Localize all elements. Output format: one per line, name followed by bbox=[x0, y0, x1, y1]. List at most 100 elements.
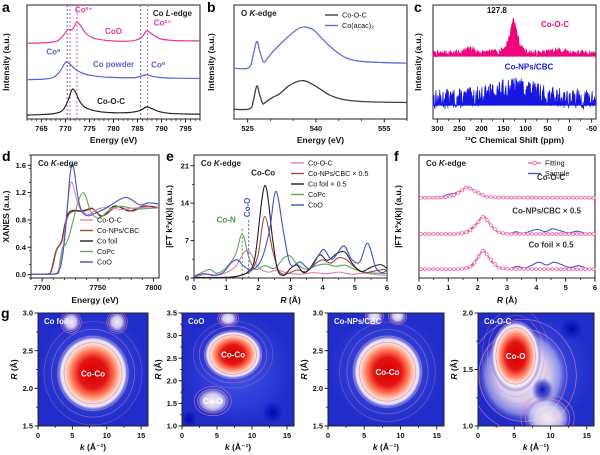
svg-text:Fitting: Fitting bbox=[545, 159, 565, 168]
svg-text:21: 21 bbox=[181, 161, 189, 170]
series-Co-O-C bbox=[432, 17, 597, 58]
svg-text:150: 150 bbox=[497, 124, 510, 133]
svg-text:CoO: CoO bbox=[308, 201, 323, 210]
panel-c-13c-nmr: 300 250 200 150 100 50 0 -50 ¹³C Chemical Shift … bbox=[412, 0, 600, 148]
svg-text:555: 555 bbox=[378, 124, 391, 133]
svg-text:|FT k³x(k)| (a.u.): |FT k³x(k)| (a.u.) bbox=[164, 185, 174, 248]
svg-text:Energy (eV): Energy (eV) bbox=[297, 135, 344, 145]
svg-text:770: 770 bbox=[59, 124, 72, 133]
panel-d-co-k-edge-xanes: 7700 7750 7800 0.0 0.4 0.8 1.2 1.6 Energy (eV) XA… bbox=[0, 148, 163, 308]
svg-text:1.0: 1.0 bbox=[167, 422, 177, 431]
svg-text:2.0: 2.0 bbox=[463, 309, 473, 318]
panel-g1-wavelet-co-foil: Co-Co Co foil 0 5 10 15 1.5 2.0 2.5 3.0 k (Å⁻¹) R (… bbox=[8, 308, 152, 455]
panel-letter-a: a bbox=[2, 0, 10, 15]
svg-text:5: 5 bbox=[70, 431, 74, 440]
svg-text:1.6: 1.6 bbox=[16, 161, 26, 170]
svg-text:Co-O-C: Co-O-C bbox=[97, 216, 122, 225]
svg-text:785: 785 bbox=[131, 124, 144, 133]
svg-text:3.5: 3.5 bbox=[167, 309, 177, 318]
svg-text:0.4: 0.4 bbox=[16, 243, 27, 252]
svg-text:k (Å⁻¹): k (Å⁻¹) bbox=[225, 442, 251, 452]
svg-text:Co foil × 0.5: Co foil × 0.5 bbox=[528, 241, 574, 250]
axis: 300 250 200 150 100 50 0 -50 ¹³C Chemical Shift … bbox=[413, 4, 597, 145]
panel-g3-wavelet-co-nps: Co-Co Co-NPs/CBC 0 5 10 15 1.5 2.0 2.5 3.0 k (Å⁻¹)… bbox=[298, 308, 448, 455]
svg-text:Co-Co: Co-Co bbox=[251, 168, 275, 177]
svg-text:k (Å⁻¹): k (Å⁻¹) bbox=[373, 442, 399, 452]
svg-text:1.2: 1.2 bbox=[16, 188, 26, 197]
svg-text:795: 795 bbox=[179, 124, 192, 133]
svg-text:0: 0 bbox=[180, 431, 184, 440]
svg-text:2.5: 2.5 bbox=[23, 346, 33, 355]
svg-text:0: 0 bbox=[567, 124, 571, 133]
svg-text:Co-NPs/CBC: Co-NPs/CBC bbox=[505, 62, 554, 71]
series-group bbox=[418, 185, 596, 272]
svg-text:2.5: 2.5 bbox=[167, 354, 177, 363]
svg-text:14: 14 bbox=[181, 199, 190, 208]
panel-a-co-l-edge-xas: 765 770 775 780 785 790 795 Energy (eV) Intensit… bbox=[0, 0, 205, 148]
chart-g2-wavelet: Co-Co Co-O CoO 0 5 10 15 1.0 1.5 2.0 2.5 3.0 3.5 k (Å… bbox=[153, 309, 295, 452]
svg-text:Co-O-C: Co-O-C bbox=[537, 173, 565, 182]
svg-text:Co-O: Co-O bbox=[506, 352, 526, 361]
svg-text:Intensity (a.u.): Intensity (a.u.) bbox=[413, 33, 423, 91]
svg-text:Co⁰: Co⁰ bbox=[151, 61, 166, 70]
svg-text:7800: 7800 bbox=[145, 283, 162, 292]
svg-text:3: 3 bbox=[288, 283, 292, 292]
svg-text:Co-NPs/CBC × 0.5: Co-NPs/CBC × 0.5 bbox=[512, 207, 581, 216]
svg-text:3.0: 3.0 bbox=[313, 309, 323, 318]
svg-text:Co foil: Co foil bbox=[44, 317, 68, 326]
panel-letter-d: d bbox=[2, 148, 11, 164]
svg-text:0: 0 bbox=[326, 431, 330, 440]
svg-text:Co(acac)₂: Co(acac)₂ bbox=[342, 21, 374, 30]
svg-text:775: 775 bbox=[83, 124, 96, 133]
svg-text:Co-Co: Co-Co bbox=[81, 369, 105, 378]
svg-text:CoPc: CoPc bbox=[308, 190, 326, 199]
svg-text:0.8: 0.8 bbox=[16, 216, 26, 225]
svg-text:15: 15 bbox=[433, 431, 441, 440]
svg-text:Co foil × 0.5: Co foil × 0.5 bbox=[308, 180, 347, 189]
svg-text:1.5: 1.5 bbox=[313, 422, 323, 431]
series-Co(acac)2 bbox=[233, 26, 408, 70]
svg-text:1: 1 bbox=[224, 283, 228, 292]
series-group bbox=[432, 17, 597, 110]
series-group bbox=[233, 26, 408, 111]
svg-text:200: 200 bbox=[475, 124, 488, 133]
wavelet-map: Co-Co Co foil bbox=[38, 313, 148, 426]
svg-text:CoO: CoO bbox=[105, 27, 122, 36]
svg-text:Co³⁺: Co³⁺ bbox=[154, 19, 172, 28]
svg-text:2.0: 2.0 bbox=[167, 376, 177, 385]
svg-text:Co-Co: Co-Co bbox=[221, 351, 245, 360]
svg-text:50: 50 bbox=[543, 124, 551, 133]
series-Co-O-C bbox=[193, 249, 388, 278]
chart-e-ft-exafs: 0 1 2 3 4 5 6 0 7 14 21 R (Å) |FT k³x(k)| (a.u.) Co-C… bbox=[164, 154, 389, 305]
svg-text:Co foil: Co foil bbox=[97, 237, 118, 246]
svg-text:3.0: 3.0 bbox=[23, 309, 33, 318]
svg-text:R (Å): R (Å) bbox=[280, 295, 300, 305]
svg-text:0: 0 bbox=[36, 431, 40, 440]
svg-text:15: 15 bbox=[583, 431, 591, 440]
panel-f-exafs-fitting: 0 1 2 3 4 5 6 R (Å) |FT k³x(k)| (a.u.) Co-O-C Co-N… bbox=[392, 148, 600, 308]
svg-text:Co K-edge: Co K-edge bbox=[201, 159, 242, 168]
svg-text:300: 300 bbox=[431, 124, 444, 133]
svg-text:R (Å): R (Å) bbox=[497, 295, 517, 305]
svg-text:0: 0 bbox=[192, 283, 196, 292]
series-CoO bbox=[26, 21, 201, 44]
axis: 0 1 2 3 4 5 6 R (Å) |FT k³x(k)| (a.u.) bbox=[393, 154, 597, 305]
chart-a-co-l-edge: 765 770 775 780 785 790 795 Energy (eV) Intensit… bbox=[1, 4, 201, 145]
svg-text:R (Å): R (Å) bbox=[153, 359, 163, 379]
svg-text:7: 7 bbox=[185, 236, 189, 245]
svg-text:Co-O-C: Co-O-C bbox=[484, 317, 512, 326]
svg-text:Intensity (a.u.): Intensity (a.u.) bbox=[206, 33, 216, 91]
svg-text:3: 3 bbox=[505, 283, 509, 292]
panel-letter-c: c bbox=[414, 0, 422, 15]
svg-text:Co³⁺: Co³⁺ bbox=[75, 5, 93, 14]
chart-g3-wavelet: Co-Co Co-NPs/CBC 0 5 10 15 1.5 2.0 2.5 3.0 k (Å⁻¹)… bbox=[299, 309, 445, 452]
svg-text:Co-O: Co-O bbox=[243, 198, 252, 218]
svg-text:15: 15 bbox=[283, 431, 291, 440]
svg-text:765: 765 bbox=[35, 124, 48, 133]
svg-text:R (Å): R (Å) bbox=[449, 359, 459, 379]
svg-text:Co-NPs/CBC: Co-NPs/CBC bbox=[334, 317, 382, 326]
svg-text:0: 0 bbox=[417, 283, 421, 292]
svg-text:Co L-edge: Co L-edge bbox=[153, 9, 193, 18]
